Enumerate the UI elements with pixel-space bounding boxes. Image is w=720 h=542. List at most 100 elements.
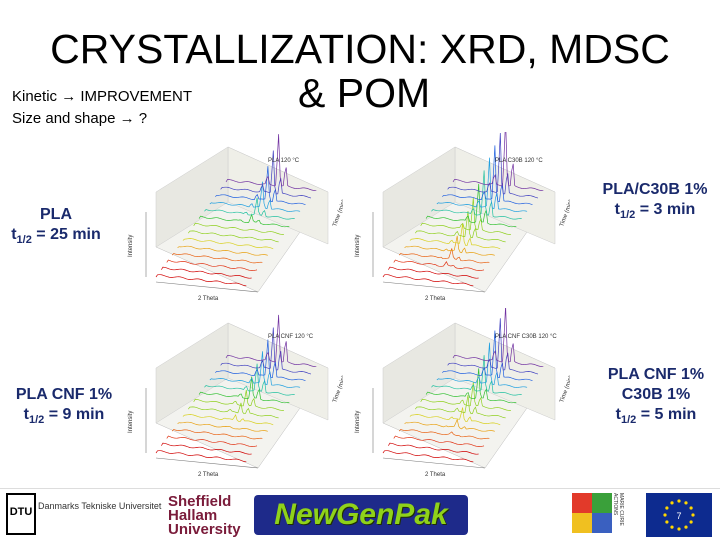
xrd-pattern-line (198, 376, 290, 404)
eu-star (691, 513, 695, 517)
xrd-plot-pla-cnf: PLA CNF 120 °C 2 Theta Intensity Time (min) (118, 308, 343, 478)
eu-star (665, 506, 669, 510)
plot-title: PLA CNF 120 °C (268, 334, 314, 340)
xrd-pattern-line (182, 238, 274, 250)
label-pla-cnf-c30b-name1: PLA CNF 1% (607, 366, 705, 383)
xrd-pattern-line (420, 381, 511, 411)
newgenpak-text: NewGenPak (274, 498, 448, 531)
xrd-pattern-line (393, 259, 485, 271)
marie-curie-logo: MARIE CURIE ACTIONS (572, 493, 624, 537)
xrd-pattern-line (442, 330, 533, 382)
plot-x-axis (382, 281, 486, 293)
plot-title: PLA CNF C30B 120 °C (495, 334, 557, 340)
eu-star (663, 513, 667, 517)
eu-star (689, 520, 693, 524)
plot-y-label: Intensity (128, 411, 134, 433)
xrd-pattern-line (415, 395, 506, 419)
plot-x-label: 2 Theta (425, 472, 446, 478)
plot-z-label: Time (min) (559, 375, 570, 404)
xrd-pattern-line (166, 259, 258, 271)
eu-flag: 7 (646, 493, 712, 537)
xrd-pattern-line (193, 222, 284, 235)
xrd-pattern-line (155, 274, 247, 287)
label-pla-name: PLA (40, 206, 72, 223)
shu-line2: Hallam (168, 507, 218, 524)
xrd-pattern-line (447, 132, 538, 199)
dtu-logo: DTU (6, 493, 36, 535)
eu-star (684, 501, 688, 505)
slide-title-line2: & POM (298, 70, 431, 116)
eu-star (665, 520, 669, 524)
xrd-pattern-line (382, 274, 474, 287)
xrd-pattern-line (209, 351, 301, 388)
plot-title: PLA 120 °C (268, 158, 300, 164)
plot-z-label: Time (min) (559, 199, 570, 228)
sheffield-hallam-logo: Sheffield Hallam University (168, 493, 241, 538)
xrd-pattern-line (177, 245, 268, 256)
eu-star (684, 525, 688, 529)
eu-star (670, 525, 674, 529)
xrd-pattern-line (188, 230, 279, 243)
xrd-pattern-line (436, 342, 528, 388)
xrd-pattern-line (155, 450, 247, 463)
label-pla-cnf-c30b-name2: C30B 1% (621, 386, 691, 403)
page-number: 7 (676, 511, 681, 521)
plot-y-label: Intensity (128, 235, 134, 257)
xrd-pattern-line (436, 157, 528, 212)
xrd-pattern-line (442, 145, 533, 206)
xrd-pattern-line (209, 181, 301, 212)
size-shape-note: Size and shape → ? (12, 110, 148, 127)
plot-y-label: Intensity (355, 411, 361, 433)
plot-title: PLA C30B 120 °C (495, 158, 543, 164)
slide-title-line1: CRYSTALLIZATION: XRD, MDSC (50, 26, 670, 72)
xrd-pattern-line (404, 235, 495, 256)
xrd-pattern-line (204, 197, 295, 220)
xrd-pattern-line (409, 407, 501, 426)
plot-y-label: Intensity (355, 235, 361, 257)
xrd-pattern-line (404, 418, 495, 432)
plot-x-axis (382, 457, 486, 469)
plot-x-label: 2 Theta (198, 472, 219, 478)
xrd-plot-pla-c30b: PLA C30B 120 °C 2 Theta Intensity Time (min… (345, 132, 570, 302)
xrd-pattern-line (161, 266, 252, 279)
shu-line3: University (168, 521, 241, 538)
xrd-pattern-line (398, 429, 490, 440)
xrd-pattern-line (171, 429, 263, 440)
label-pla-cnf: PLA CNF 1% t1/2 = 9 min (4, 385, 124, 430)
xrd-pattern-line (431, 355, 522, 396)
xrd-pattern-line (382, 450, 474, 463)
footer-logos: DTU Danmarks Tekniske Universitet Sheffi… (0, 488, 720, 541)
xrd-pattern-line (431, 170, 522, 220)
xrd-pattern-line (215, 166, 306, 206)
xrd-pattern-line (452, 308, 544, 368)
xrd-pattern-line (425, 368, 517, 404)
xrd-pattern-line (171, 253, 263, 264)
xrd-pattern-line (415, 210, 506, 243)
xrd-pattern-line (177, 421, 268, 432)
marie-curie-text: MARIE CURIE ACTIONS (612, 493, 624, 526)
label-pla-c30b-thalf: t1/2 = 3 min (614, 201, 696, 222)
xrd-pattern-line (409, 223, 501, 250)
xrd-pattern-line (447, 318, 538, 375)
xrd-pattern-line (225, 314, 317, 368)
shu-line1: Sheffield (168, 493, 232, 510)
xrd-pattern-line (425, 183, 517, 228)
label-pla-c30b-name: PLA/C30B 1% (602, 181, 708, 198)
xrd-pattern-line (388, 266, 479, 279)
xrd-pattern-line (220, 150, 311, 199)
plot4-svg: PLA CNF C30B 120 °C 2 Theta Intensity Time … (355, 308, 570, 478)
dtu-mark: DTU (9, 506, 33, 518)
xrd-pattern-line (452, 132, 544, 192)
plot3-svg: PLA CNF 120 °C 2 Theta Intensity Time (min) (128, 314, 343, 478)
dtu-name: Danmarks Tekniske Universitet (38, 501, 162, 511)
plot-z-label: Time (min) (332, 199, 343, 228)
xrd-pattern-line (188, 402, 279, 419)
plot2-svg: PLA C30B 120 °C 2 Theta Intensity Time (min… (355, 132, 570, 302)
eu-star (677, 499, 681, 503)
label-pla-thalf: t1/2 = 25 min (11, 226, 101, 247)
plot-x-label: 2 Theta (198, 296, 219, 302)
eu-star (689, 506, 693, 510)
xrd-pattern-line (215, 339, 306, 382)
label-pla-cnf-name: PLA CNF 1% (15, 386, 113, 403)
plot-x-axis (155, 281, 259, 293)
